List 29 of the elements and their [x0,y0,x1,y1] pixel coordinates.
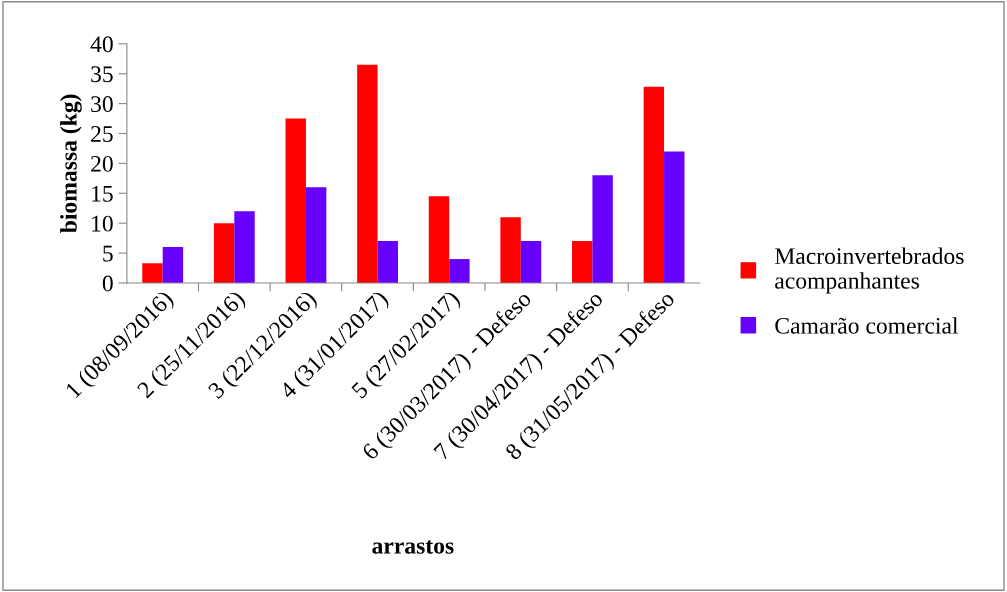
bar [449,259,470,283]
bar [572,241,593,283]
bar [142,263,163,283]
bar [520,241,542,283]
bar [234,211,255,283]
bar [213,223,235,283]
bar [643,86,665,283]
y-tick-label: 40 [90,36,113,53]
y-tick-label: 35 [91,66,113,83]
y-tick-label: 15 [92,185,113,202]
y-axis-title: biomassa (kg) [60,94,82,233]
legend-label: Camarão comercial [775,317,959,334]
y-tick-label: 25 [91,126,113,142]
x-axis-title: arrastos [372,540,454,554]
legend-label: Macroinvertebrados acompanhantes [774,247,964,294]
bar [285,118,306,283]
y-tick-label: 0 [102,275,113,292]
bar [664,151,685,283]
bar [305,187,327,283]
bar [500,217,521,283]
bar [357,64,378,283]
bar [592,175,613,283]
bar [377,241,398,283]
y-tick-label: 20 [91,155,113,172]
y-tick-label: 5 [103,245,113,262]
y-tick-label: 10 [92,215,113,232]
y-tick-label: 30 [91,96,113,113]
bar [162,247,184,283]
bar [428,196,450,283]
